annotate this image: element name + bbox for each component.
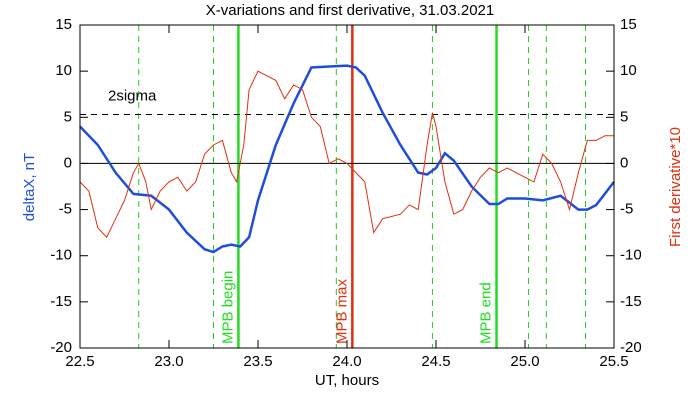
y2-tick-label: -20 xyxy=(620,339,642,356)
x-tick-label: 24.0 xyxy=(332,353,361,370)
series-line xyxy=(79,64,615,254)
vline-label: MPB begin xyxy=(219,271,236,344)
series-line xyxy=(79,70,614,239)
y2-tick-label: -5 xyxy=(620,201,633,218)
chart-title: X-variations and first derivative, 31.03… xyxy=(206,2,495,19)
y2-axis-label: First derivative*10 xyxy=(667,127,684,247)
x-tick-label: 24.5 xyxy=(421,353,450,370)
x-tick-label: 22.5 xyxy=(65,353,94,370)
y2-tick-label: -10 xyxy=(620,247,642,264)
y-tick-label: -10 xyxy=(50,247,72,264)
y-tick-label: 5 xyxy=(64,108,72,125)
y2-tick-label: 15 xyxy=(620,16,637,33)
vline-label: MPB end xyxy=(477,282,494,344)
x-tick-label: 25.5 xyxy=(599,353,628,370)
x-axis-label: UT, hours xyxy=(315,372,379,389)
x-tick-label: 23.5 xyxy=(243,353,272,370)
y-tick-label: -5 xyxy=(59,201,72,218)
y-tick-label: 15 xyxy=(55,16,72,33)
y-tick-label: -20 xyxy=(50,339,72,356)
hline-label: 2sigma xyxy=(108,87,157,104)
y-axis-label: deltaX, nT xyxy=(21,153,38,221)
y2-tick-label: 0 xyxy=(620,154,628,171)
x-tick-label: 23.0 xyxy=(154,353,183,370)
y2-tick-label: -15 xyxy=(620,293,642,310)
y-tick-label: 0 xyxy=(64,154,72,171)
x-tick-label: 25.0 xyxy=(510,353,539,370)
vline-label: MPB max xyxy=(333,278,350,344)
y-tick-label: 10 xyxy=(55,62,72,79)
y-tick-label: -15 xyxy=(50,293,72,310)
y2-tick-label: 10 xyxy=(620,62,637,79)
y2-tick-label: 5 xyxy=(620,108,628,125)
